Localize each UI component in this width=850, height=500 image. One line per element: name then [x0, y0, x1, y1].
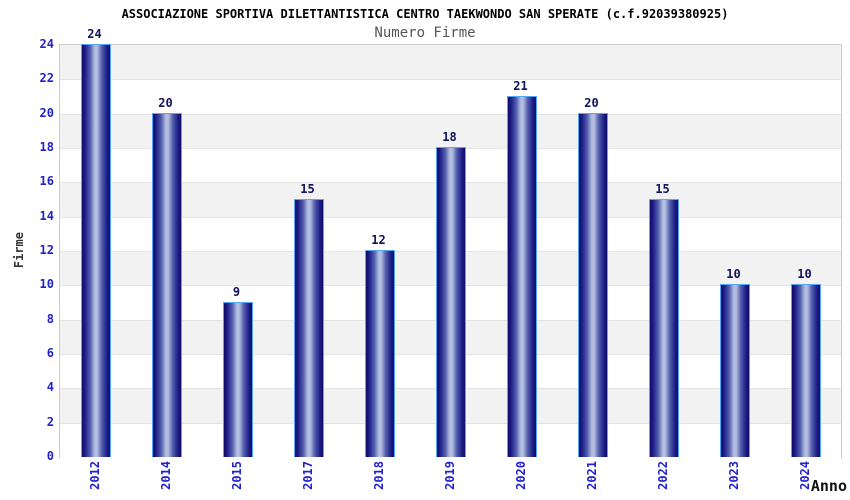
bar-2022 [648, 198, 679, 457]
y-tick-label: 6 [46, 346, 54, 360]
grid-band [60, 45, 841, 80]
y-tick-label: 18 [39, 140, 54, 154]
x-tick-label: 2022 [655, 461, 670, 490]
bar-2014 [151, 112, 182, 457]
bar-value-label: 20 [158, 95, 173, 110]
y-tick-label: 12 [39, 243, 54, 257]
bar-value-label: 15 [300, 181, 315, 196]
bar-value-label: 9 [232, 284, 241, 299]
bar-2017 [293, 198, 324, 457]
y-tick-label: 8 [46, 311, 54, 326]
x-tick-label: 2017 [300, 461, 315, 490]
bar-value-label: 12 [371, 233, 386, 247]
x-tick-label: 2014 [158, 461, 173, 490]
x-tick-label: 2015 [229, 461, 244, 490]
bar-value-label: 24 [87, 27, 102, 41]
y-tick-label: 16 [39, 174, 54, 189]
x-tick-label: 2023 [726, 461, 741, 490]
bar-value-label: 21 [513, 78, 528, 93]
bar-2023 [719, 284, 750, 457]
y-tick-label: 2 [46, 414, 54, 429]
bar-value-label: 15 [655, 181, 670, 196]
y-tick-label: 22 [39, 71, 54, 86]
x-tick-label: 2020 [513, 461, 528, 490]
bar-2021 [577, 112, 608, 457]
bar-2019 [435, 147, 466, 457]
bar-2018 [364, 250, 395, 457]
grid-band [60, 79, 841, 115]
bar-2024 [790, 284, 821, 457]
x-tick-label: 2021 [584, 461, 599, 490]
grid-band [60, 113, 841, 149]
bar-value-label: 20 [584, 95, 599, 110]
y-tick-label: 4 [46, 380, 54, 395]
y-tick-label: 0 [46, 449, 54, 463]
x-tick-label: 2019 [442, 461, 457, 490]
y-tick-label: 14 [39, 208, 54, 223]
y-tick-label: 10 [39, 277, 54, 292]
bar-2012 [80, 44, 111, 457]
bar-value-label: 10 [797, 267, 812, 282]
chart-subtitle: Numero Firme [374, 25, 476, 41]
bar-2015 [222, 301, 253, 457]
bar-2020 [506, 95, 537, 457]
bar-value-label: 18 [442, 130, 457, 144]
plot-area [59, 44, 842, 458]
x-axis-title: Anno [810, 477, 847, 495]
bar-value-label: 10 [726, 267, 741, 282]
y-tick-label: 24 [39, 37, 54, 51]
x-tick-label: 2018 [371, 461, 386, 490]
y-tick-label: 20 [39, 105, 54, 120]
chart-title: ASSOCIAZIONE SPORTIVA DILETTANTISTICA CE… [121, 7, 729, 21]
x-tick-label: 2012 [87, 461, 102, 490]
